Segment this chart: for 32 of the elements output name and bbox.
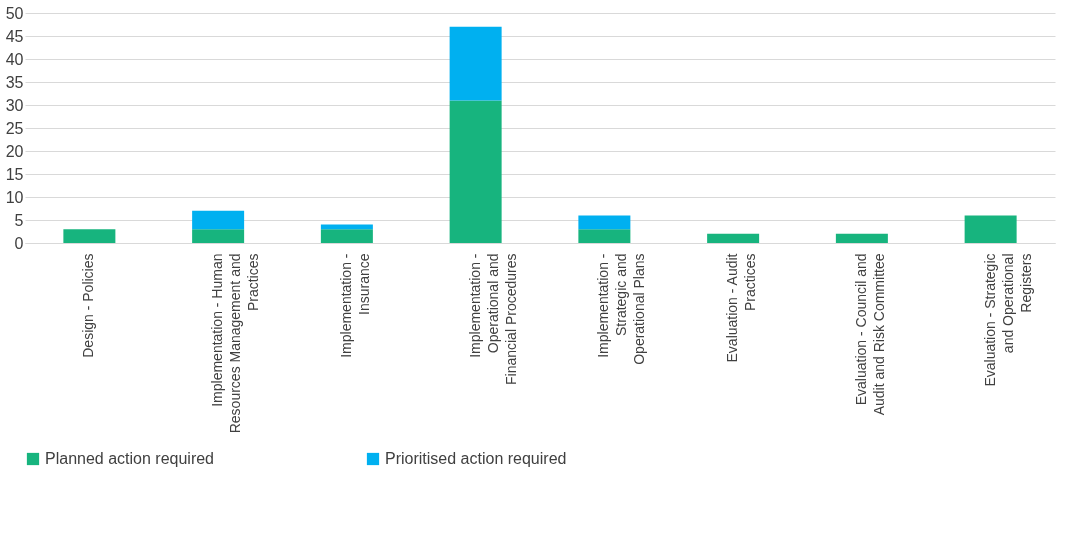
y-tick-label: 30 (5, 96, 24, 114)
bar (63, 229, 116, 243)
bar (449, 100, 502, 243)
y-tick-label: 5 (14, 211, 24, 229)
x-tick-label: Implementation - Human Resources Management and Practices (209, 253, 262, 434)
y-tick-label: 15 (5, 165, 24, 183)
bar (964, 215, 1017, 243)
legend-label: Prioritised action required (385, 450, 567, 467)
y-tick-label: 25 (5, 119, 24, 137)
bar (320, 229, 373, 243)
y-tick-label: 10 (5, 188, 24, 206)
y-tick-label: 20 (5, 142, 24, 160)
bar (449, 26, 502, 101)
legend-label: Planned action required (45, 450, 215, 467)
x-tick-label: Evaluation - Audit Practices (724, 253, 759, 363)
bar (578, 215, 631, 230)
bar (707, 233, 760, 243)
bar (578, 229, 631, 243)
x-tick-label: Evaluation - Council and Audit and Risk Committee (852, 253, 887, 416)
x-tick-label: Implementation - Operational and Financial Procedures (466, 253, 519, 386)
x-tick-label: Implementation - Insurance (337, 253, 372, 358)
y-tick-label: 40 (5, 50, 24, 68)
y-tick-label: 35 (5, 73, 24, 91)
y-tick-label: 45 (5, 27, 24, 45)
bar (835, 233, 888, 243)
y-tick-label: 0 (14, 234, 24, 252)
bar (192, 229, 245, 243)
x-tick-label: Design - Policies (80, 253, 97, 358)
bar (192, 210, 245, 230)
x-tick-label: Evaluation - Strategic and Operational Registers (981, 253, 1034, 387)
y-tick-label: 50 (5, 4, 24, 22)
x-tick-label: Implementation - Strategic and Operational Plans (595, 253, 648, 365)
